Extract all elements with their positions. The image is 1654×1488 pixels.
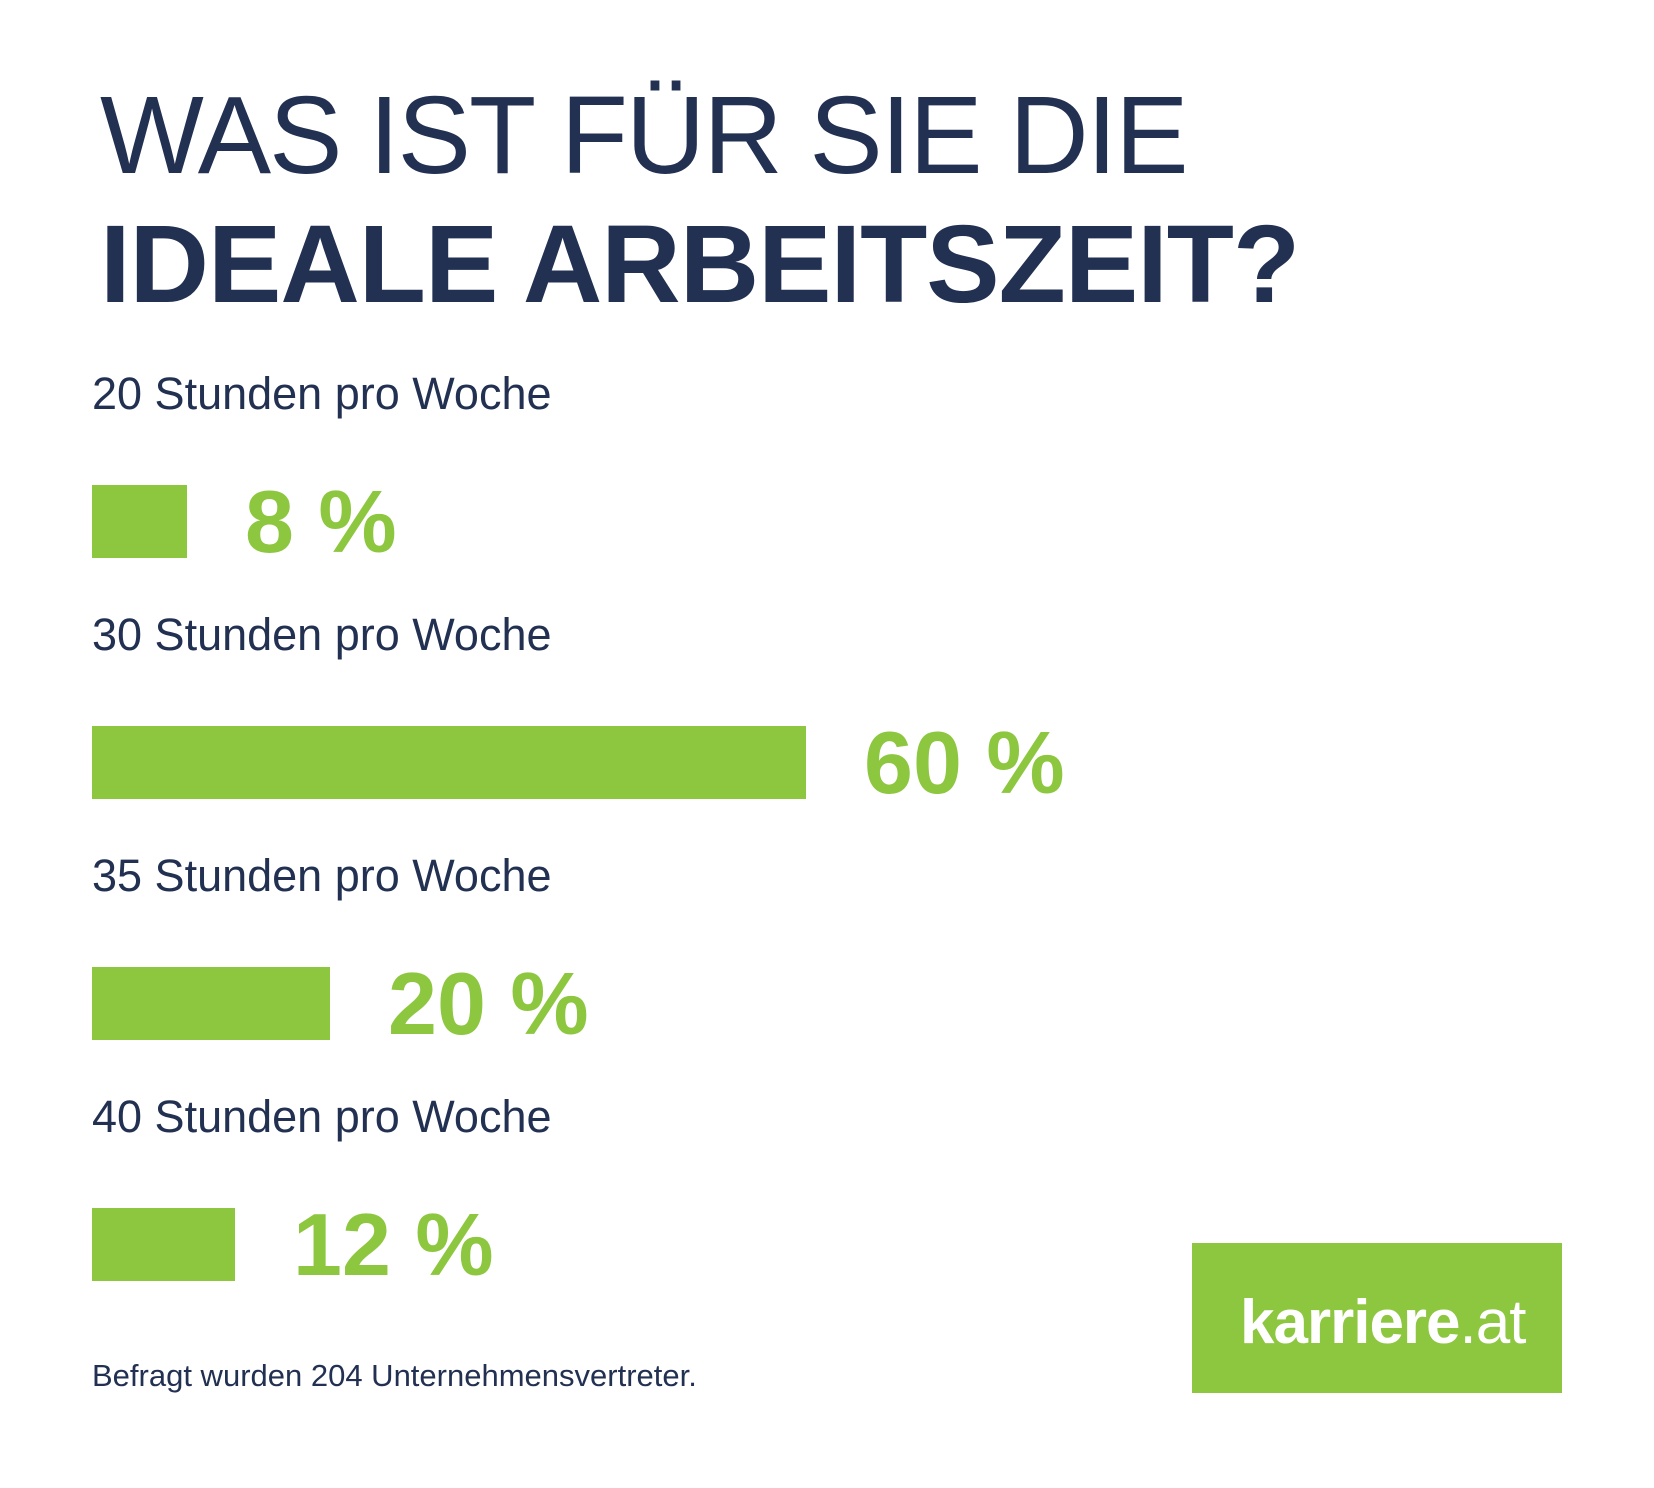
bar-line: 12 % [92,1195,1492,1294]
page-title: WAS IST FÜR SIE DIE IDEALE ARBEITSZEIT? [100,72,1300,329]
bar-chart: 20 Stunden pro Woche 8 % 30 Stunden pro … [92,365,1492,1329]
bar-line: 8 % [92,472,1492,571]
bar-row-30-stunden: 30 Stunden pro Woche 60 % [92,606,1492,812]
survey-note: Befragt wurden 204 Unternehmensvertreter… [92,1358,697,1393]
bar [92,967,330,1040]
logo-text: karriere.at [1240,1287,1527,1358]
title-line1: WAS IST FÜR SIE DIE [100,74,1189,197]
bar-category-label: 30 Stunden pro Woche [92,609,552,660]
bar-row-35-stunden: 35 Stunden pro Woche 20 % [92,847,1492,1053]
bar-category-label: 40 Stunden pro Woche [92,1091,552,1142]
bar-line: 20 % [92,954,1492,1053]
bar [92,726,806,799]
bar [92,1208,235,1281]
bar-value-label: 12 % [293,1195,494,1294]
bar-value-label: 20 % [388,954,589,1053]
bar-line: 60 % [92,713,1492,812]
bar [92,485,187,558]
title-line2: IDEALE ARBEITSZEIT? [100,202,1300,326]
bar-category-label: 35 Stunden pro Woche [92,850,552,901]
bar-category-label: 20 Stunden pro Woche [92,368,552,419]
bar-value-label: 8 % [245,472,397,571]
logo-text-at: .at [1459,1287,1527,1357]
bar-row-40-stunden: 40 Stunden pro Woche 12 % [92,1088,1492,1294]
bar-value-label: 60 % [864,713,1065,812]
logo-text-karriere: karriere [1240,1287,1461,1357]
karriere-at-logo: karriere.at [1192,1243,1562,1393]
bar-row-20-stunden: 20 Stunden pro Woche 8 % [92,365,1492,571]
